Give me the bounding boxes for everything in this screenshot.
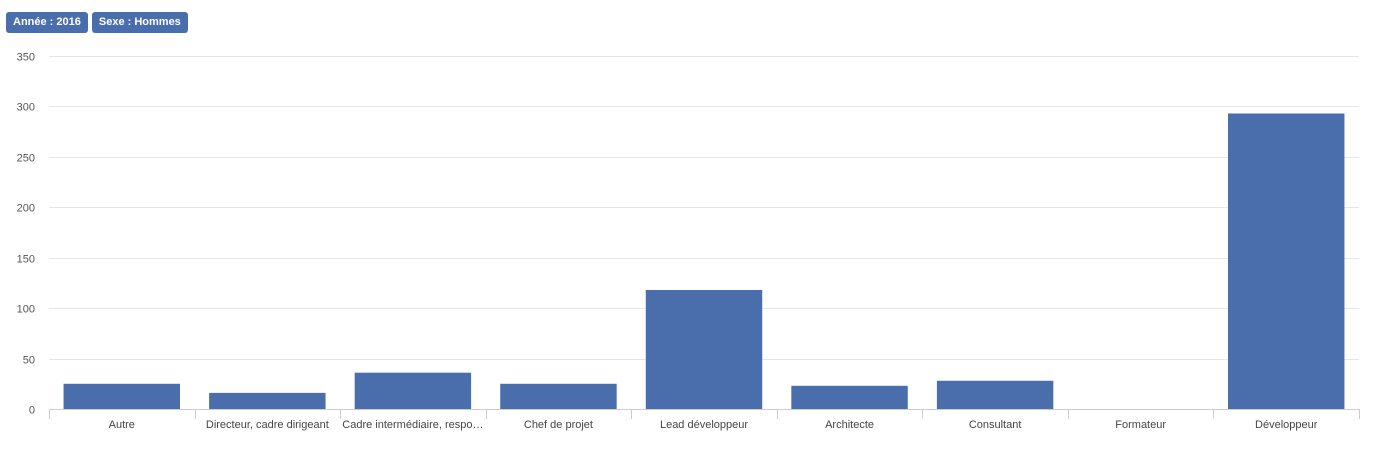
filter-badge-sex[interactable]: Sexe : Hommes xyxy=(91,12,188,33)
x-tick-label: Lead développeur xyxy=(660,419,748,431)
x-tick-label: Consultant xyxy=(969,419,1022,431)
bar xyxy=(209,392,326,409)
filter-badge-year[interactable]: Année : 2016 xyxy=(6,12,88,33)
filter-badges: Année : 2016 Sexe : Hommes xyxy=(6,12,188,33)
bar xyxy=(500,383,617,409)
y-tick-label: 50 xyxy=(23,355,35,367)
bar xyxy=(1228,113,1345,409)
x-tick-label: Cadre intermédiaire, respo… xyxy=(342,419,483,431)
y-tick-label: 350 xyxy=(17,52,35,64)
x-tick-label: Formateur xyxy=(1115,419,1166,431)
y-tick-label: 300 xyxy=(17,102,35,114)
x-tick-label: Chef de projet xyxy=(524,419,593,431)
y-tick-label: 150 xyxy=(17,254,35,266)
bar xyxy=(936,380,1054,409)
x-tick-label: Développeur xyxy=(1255,419,1318,431)
x-tick-label: Architecte xyxy=(825,419,874,431)
x-tick-label: Directeur, cadre dirigeant xyxy=(206,419,329,431)
bar xyxy=(354,372,472,409)
bar xyxy=(645,289,763,409)
x-tick-label: Autre xyxy=(109,419,135,431)
y-tick-label: 0 xyxy=(29,405,35,417)
y-tick-label: 100 xyxy=(17,304,35,316)
bar xyxy=(791,385,908,409)
bar xyxy=(63,383,180,409)
y-tick-label: 200 xyxy=(17,203,35,215)
y-tick-label: 250 xyxy=(17,153,35,165)
